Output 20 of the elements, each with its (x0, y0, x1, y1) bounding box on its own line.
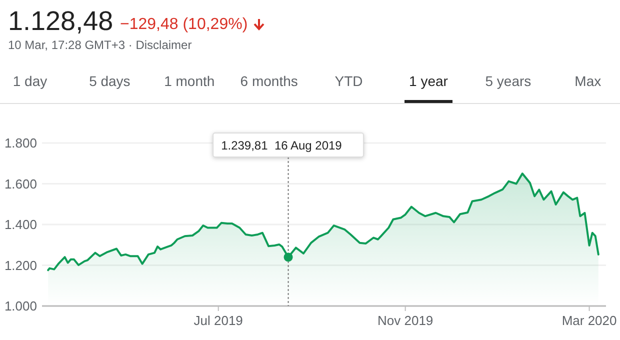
text: 6 months (240, 73, 298, 89)
text: 1 day (12, 73, 48, 89)
y-tick-label: 1.600 (4, 176, 37, 192)
text: YTD (334, 73, 363, 89)
text: 5 years (485, 73, 532, 89)
text: 1 month (164, 73, 215, 89)
text: Max (574, 73, 602, 89)
x-tick-label: Nov 2019 (378, 313, 434, 328)
chart-title: 1.128,48 (8, 6, 114, 36)
text: 1 year (409, 73, 448, 89)
y-tick-label: 1.000 (4, 298, 37, 314)
y-tick-label: 1.400 (4, 217, 37, 232)
y-tick-label: 1.200 (4, 258, 37, 273)
y-tick-label: 1.800 (4, 136, 37, 150)
chart-subtitle: −129,48 (10,29%) (120, 16, 248, 33)
x-tick-label: Mar 2020 (562, 313, 617, 328)
x-tick-label: Jul 2019 (194, 313, 243, 328)
ref-line-label: 1.239,81 16 Aug 2019 (221, 138, 342, 152)
text: 10 Mar, 17:28 GMT+3 · Disclaimer (8, 38, 192, 52)
text: 5 days (89, 73, 130, 89)
